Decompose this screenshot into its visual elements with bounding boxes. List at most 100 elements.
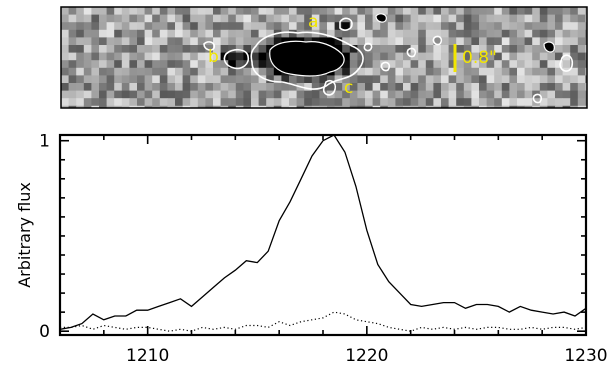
image-pixel [91, 52, 100, 61]
image-pixel [319, 22, 328, 31]
image-pixel [137, 29, 145, 38]
image-pixel [555, 67, 563, 76]
image-pixel [471, 98, 480, 107]
image-pixel [494, 37, 503, 46]
image-pixel [273, 90, 282, 99]
image-pixel [334, 7, 343, 15]
image-pixel [167, 52, 176, 61]
image-pixel [509, 45, 518, 53]
image-pixel [456, 22, 465, 31]
image-pixel [456, 105, 465, 108]
image-pixel [486, 14, 495, 23]
image-pixel [205, 45, 214, 53]
image-pixel [532, 45, 541, 53]
image-pixel [175, 52, 183, 61]
image-pixel [243, 98, 252, 107]
image-pixel [441, 14, 449, 23]
image-pixel [456, 45, 465, 53]
image-pixel [349, 83, 358, 91]
image-pixel [425, 14, 434, 23]
image-pixel [585, 90, 587, 99]
image-pixel [159, 45, 168, 53]
image-pixel [539, 98, 548, 107]
image-pixel [99, 7, 107, 15]
image-pixel [205, 105, 214, 108]
image-pixel [425, 37, 434, 46]
image-pixel [410, 60, 419, 69]
image-pixel [235, 105, 244, 108]
image-pixel [494, 7, 503, 15]
image-pixel [296, 14, 305, 23]
image-pixel [167, 75, 176, 84]
image-pixel [517, 29, 525, 38]
image-pixel [129, 67, 138, 76]
image-pixel [410, 22, 419, 31]
plot-frame [58, 133, 588, 337]
image-pixel [114, 52, 123, 61]
image-pixel [273, 98, 282, 107]
image-pixel [175, 22, 183, 31]
image-pixel [570, 60, 579, 69]
image-pixel [372, 105, 381, 108]
image-pixel [547, 52, 556, 61]
image-pixel [281, 105, 290, 108]
image-pixel [562, 37, 571, 46]
image-pixel [167, 37, 176, 46]
image-pixel [61, 7, 69, 15]
image-pixel [547, 90, 556, 99]
image-pixel [403, 98, 411, 107]
image-pixel [205, 29, 214, 38]
image-pixel [441, 37, 449, 46]
image-pixel [175, 75, 183, 84]
image-pixel [547, 105, 556, 108]
image-pixel [144, 14, 153, 23]
image-pixel [334, 90, 343, 99]
image-pixel [114, 60, 123, 69]
image-pixel [433, 45, 442, 53]
image-pixel [144, 105, 153, 108]
image-pixel [524, 45, 533, 53]
image-pixel [243, 22, 252, 31]
image-pixel [547, 22, 556, 31]
image-pixel [258, 7, 267, 15]
image-pixel [372, 37, 381, 46]
image-pixel [349, 90, 358, 99]
image-pixel [555, 52, 563, 61]
image-pixel [342, 29, 351, 38]
image-pixel [441, 7, 449, 15]
image-pixel [167, 105, 176, 108]
image-pixel [243, 29, 252, 38]
image-pixel [433, 52, 442, 61]
image-pixel [61, 37, 69, 46]
component-a-contour [339, 17, 353, 31]
image-pixel [235, 75, 244, 84]
image-pixel [114, 29, 123, 38]
image-pixel [68, 37, 77, 46]
image-pixel [509, 98, 518, 107]
image-pixel [213, 22, 221, 31]
image-pixel [555, 83, 563, 91]
image-pixel [577, 60, 586, 69]
image-pixel [83, 29, 92, 38]
image-pixel [213, 52, 221, 61]
image-pixel [159, 14, 168, 23]
image-pixel [441, 22, 449, 31]
image-pixel [213, 105, 221, 108]
image-pixel [410, 14, 419, 23]
image-pixel [577, 98, 586, 107]
image-pixel [357, 75, 366, 84]
image-pixel [91, 37, 100, 46]
image-pixel [190, 22, 199, 31]
image-pixel [501, 7, 510, 15]
image-pixel [517, 60, 525, 69]
image-pixel [555, 7, 563, 15]
image-pixel [83, 105, 92, 108]
image-pixel [509, 29, 518, 38]
image-pixel [213, 83, 221, 91]
image-pixel [456, 83, 465, 91]
image-pixel [175, 98, 183, 107]
image-pixel [357, 37, 366, 46]
image-pixel [61, 75, 69, 84]
component-b-contour [223, 48, 250, 70]
image-pixel [319, 7, 328, 15]
